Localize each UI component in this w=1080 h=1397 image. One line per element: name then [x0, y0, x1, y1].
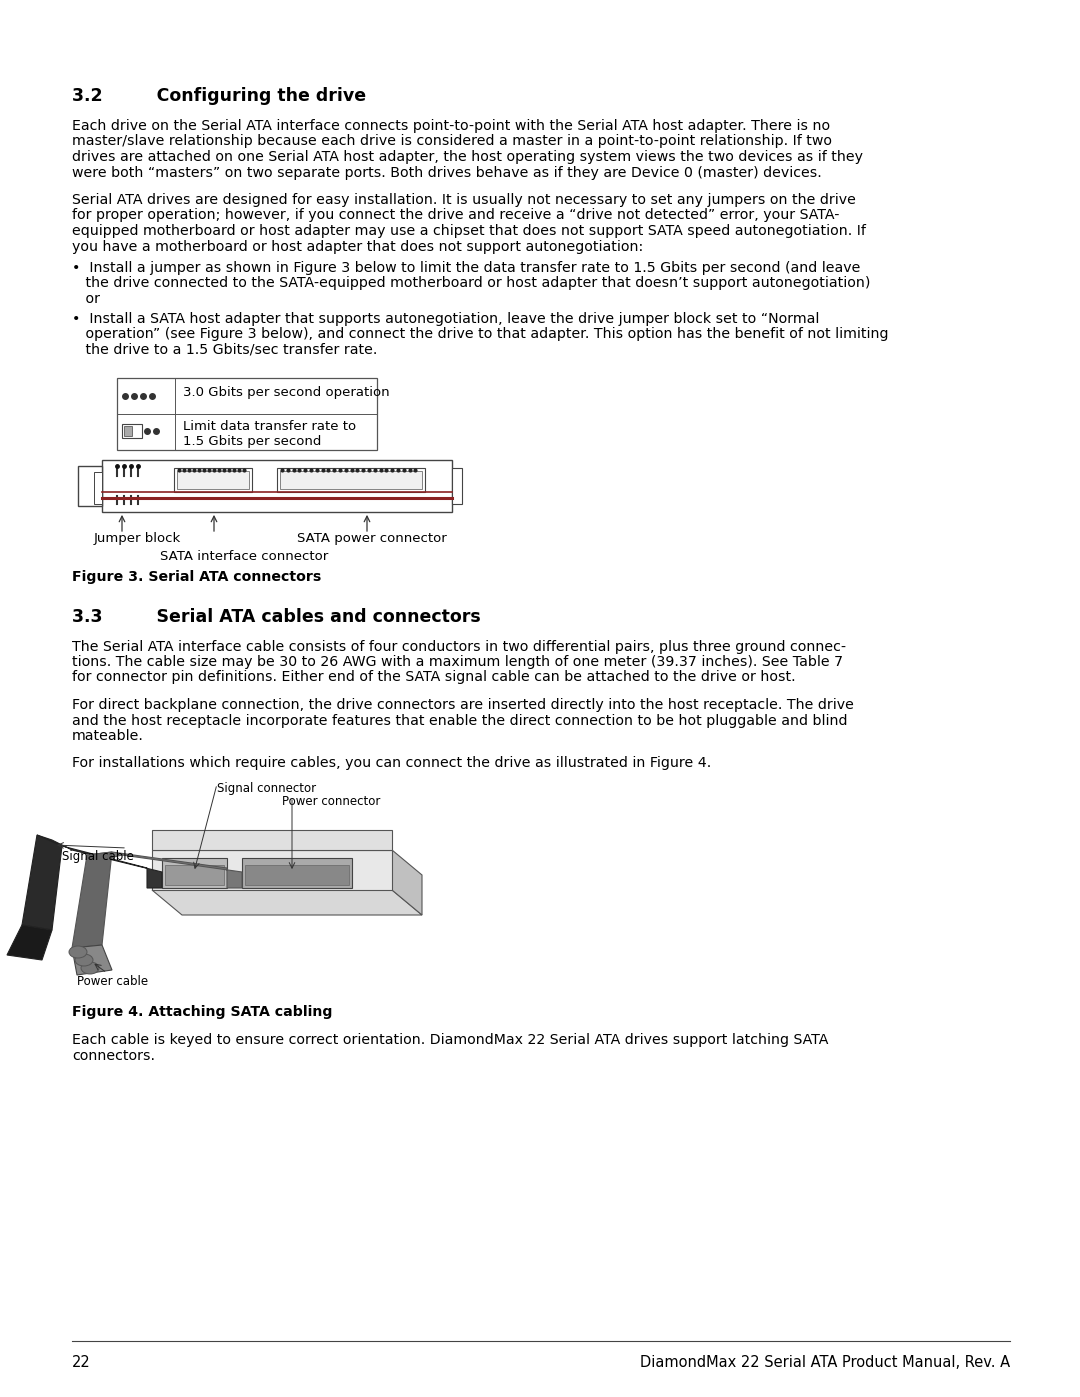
Text: SATA interface connector: SATA interface connector	[160, 549, 328, 563]
Text: 22: 22	[72, 1355, 91, 1370]
Text: Signal cable: Signal cable	[62, 849, 134, 863]
Text: or: or	[72, 292, 100, 306]
Polygon shape	[152, 890, 422, 915]
Polygon shape	[152, 830, 392, 849]
Text: equipped motherboard or host adapter may use a chipset that does not support SAT: equipped motherboard or host adapter may…	[72, 224, 866, 237]
Text: •  Install a SATA host adapter that supports autonegotiation, leave the drive ju: • Install a SATA host adapter that suppo…	[72, 312, 820, 326]
Polygon shape	[72, 852, 112, 949]
Polygon shape	[72, 944, 112, 975]
Bar	[122, 423, 141, 437]
Text: mateable.: mateable.	[72, 729, 144, 743]
Text: Power cable: Power cable	[77, 975, 148, 988]
Text: Each drive on the Serial ATA interface connects point-to-point with the Serial A: Each drive on the Serial ATA interface c…	[72, 119, 831, 133]
Text: 3.2         Configuring the drive: 3.2 Configuring the drive	[72, 87, 366, 105]
Text: SATA power connector: SATA power connector	[297, 532, 447, 545]
Bar	[124, 426, 132, 436]
Polygon shape	[22, 835, 62, 930]
Bar	[177, 471, 249, 489]
Bar	[117, 379, 377, 450]
Bar	[280, 471, 422, 489]
Polygon shape	[87, 852, 242, 888]
Bar	[276, 468, 426, 492]
Text: Signal connector: Signal connector	[217, 782, 316, 795]
Text: for proper operation; however, if you connect the drive and receive a “drive not: for proper operation; however, if you co…	[72, 208, 839, 222]
Text: tions. The cable size may be 30 to 26 AWG with a maximum length of one meter (39: tions. The cable size may be 30 to 26 AW…	[72, 655, 843, 669]
Text: Serial ATA drives are designed for easy installation. It is usually not necessar: Serial ATA drives are designed for easy …	[72, 193, 855, 207]
Text: Figure 3. Serial ATA connectors: Figure 3. Serial ATA connectors	[72, 570, 321, 584]
Text: Jumper block: Jumper block	[94, 532, 181, 545]
Polygon shape	[152, 849, 392, 890]
Text: master/slave relationship because each drive is considered a master in a point-t: master/slave relationship because each d…	[72, 134, 832, 148]
Text: Power connector: Power connector	[282, 795, 380, 807]
Text: Limit data transfer rate to: Limit data transfer rate to	[183, 420, 356, 433]
Polygon shape	[6, 925, 52, 960]
Text: connectors.: connectors.	[72, 1049, 156, 1063]
Bar	[94, 472, 102, 504]
Text: 3.3         Serial ATA cables and connectors: 3.3 Serial ATA cables and connectors	[72, 608, 481, 626]
Bar	[242, 858, 352, 888]
Text: For installations which require cables, you can connect the drive as illustrated: For installations which require cables, …	[72, 757, 712, 771]
Text: •  Install a jumper as shown in Figure 3 below to limit the data transfer rate t: • Install a jumper as shown in Figure 3 …	[72, 261, 861, 275]
Text: operation” (see Figure 3 below), and connect the drive to that adapter. This opt: operation” (see Figure 3 below), and con…	[72, 327, 889, 341]
Ellipse shape	[75, 954, 93, 965]
Text: Each cable is keyed to ensure correct orientation. DiamondMax 22 Serial ATA driv: Each cable is keyed to ensure correct or…	[72, 1032, 828, 1046]
Text: 1.5 Gbits per second: 1.5 Gbits per second	[183, 436, 322, 448]
Text: drives are attached on one Serial ATA host adapter, the host operating system vi: drives are attached on one Serial ATA ho…	[72, 149, 863, 163]
Text: were both “masters” on two separate ports. Both drives behave as if they are Dev: were both “masters” on two separate port…	[72, 165, 822, 179]
Text: The Serial ATA interface cable consists of four conductors in two differential p: The Serial ATA interface cable consists …	[72, 640, 846, 654]
Bar	[453, 468, 462, 504]
Text: the drive connected to the SATA-equipped motherboard or host adapter that doesn’: the drive connected to the SATA-equipped…	[72, 277, 870, 291]
Bar	[102, 460, 453, 511]
Bar	[245, 865, 349, 886]
Text: 3.0 Gbits per second operation: 3.0 Gbits per second operation	[183, 386, 390, 400]
Ellipse shape	[69, 946, 87, 958]
Text: for connector pin definitions. Either end of the SATA signal cable can be attach: for connector pin definitions. Either en…	[72, 671, 796, 685]
Text: Figure 4. Attaching SATA cabling: Figure 4. Attaching SATA cabling	[72, 1004, 333, 1018]
Ellipse shape	[81, 963, 99, 974]
Text: you have a motherboard or host adapter that does not support autonegotiation:: you have a motherboard or host adapter t…	[72, 239, 644, 253]
Text: For direct backplane connection, the drive connectors are inserted directly into: For direct backplane connection, the dri…	[72, 698, 854, 712]
Text: and the host receptacle incorporate features that enable the direct connection t: and the host receptacle incorporate feat…	[72, 714, 848, 728]
Bar	[165, 865, 224, 886]
Polygon shape	[37, 835, 162, 888]
Text: the drive to a 1.5 Gbits/sec transfer rate.: the drive to a 1.5 Gbits/sec transfer ra…	[72, 342, 377, 356]
Bar	[174, 468, 252, 492]
Bar	[78, 467, 102, 506]
Bar	[162, 858, 227, 888]
Text: DiamondMax 22 Serial ATA Product Manual, Rev. A: DiamondMax 22 Serial ATA Product Manual,…	[639, 1355, 1010, 1370]
Polygon shape	[392, 849, 422, 915]
